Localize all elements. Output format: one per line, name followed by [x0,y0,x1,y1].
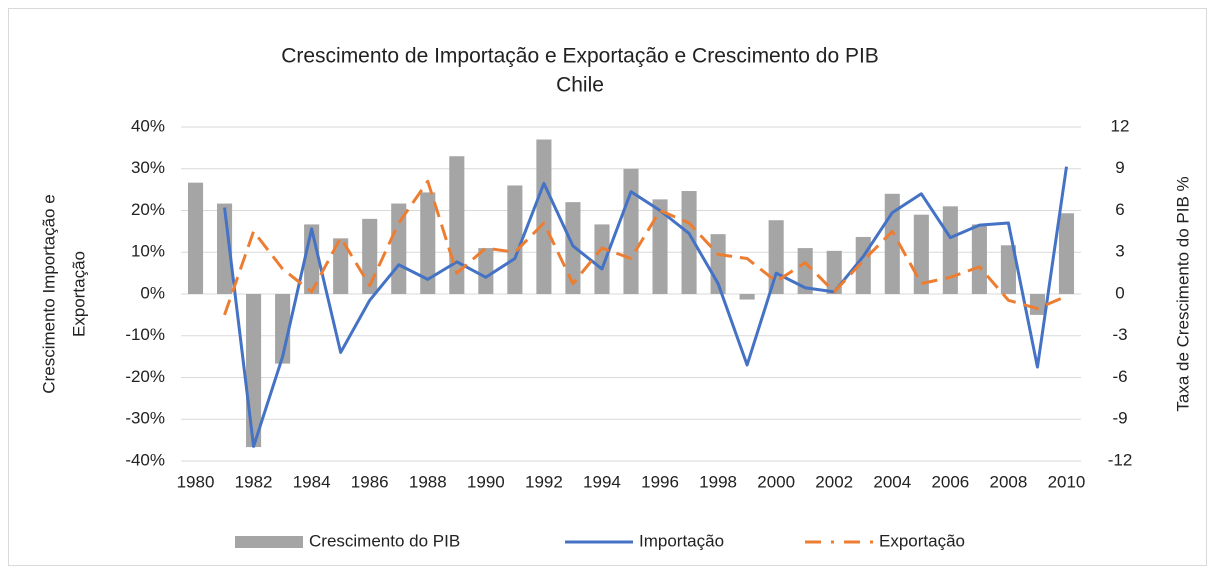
bar [739,294,755,300]
bar [1029,294,1045,315]
line-series [223,179,1068,316]
y-tick-label: -10% [125,325,165,344]
x-tick-label: 2010 [1048,472,1086,491]
bar [681,191,697,294]
x-tick-label: 1988 [409,472,447,491]
bar [246,294,262,448]
chart-title: Crescimento de Importação e Exportação e… [281,45,879,68]
y-tick-label: -30% [125,409,165,428]
legend-swatch [235,536,303,548]
legend-label: Crescimento do PIB [309,531,460,550]
y-axis-label: Exportação [69,251,88,337]
y2-tick-label: 0 [1115,283,1124,302]
y-tick-label: 40% [131,116,165,135]
x-tick-label: 2008 [990,472,1028,491]
x-tick-label: 1980 [177,472,215,491]
y-axis-label: Crescimento Importação e [39,194,58,393]
bar [826,250,842,294]
y2-tick-label: 6 [1115,200,1124,219]
y-tick-label: 20% [131,200,165,219]
bar [187,182,204,294]
x-tick-label: 1998 [699,472,737,491]
x-tick-label: 1990 [467,472,505,491]
chart-subtitle: Chile [556,74,604,97]
x-tick-label: 1994 [583,472,621,491]
y2-tick-label: 9 [1115,158,1124,177]
y-tick-label: -20% [125,367,165,386]
y2-tick-label: -9 [1112,409,1127,428]
bar [768,220,784,294]
y-tick-label: 0% [140,283,165,302]
y2-tick-label: -6 [1112,367,1127,386]
bar [623,168,639,294]
y2-tick-label: 3 [1115,242,1124,261]
bar [971,224,987,294]
bar [942,206,958,294]
line-series [223,166,1068,448]
x-tick-label: 2000 [757,472,795,491]
x-tick-label: 1984 [293,472,331,491]
bar [594,224,610,294]
x-tick-label: 2004 [873,472,911,491]
bar [217,203,233,294]
legend-label: Exportação [879,531,965,550]
x-tick-label: 1986 [351,472,389,491]
y-tick-label: -40% [125,450,165,469]
legend-label: Importação [639,531,724,550]
y-tick-label: 10% [131,242,165,261]
bar [565,202,581,294]
x-tick-label: 2006 [931,472,969,491]
x-tick-label: 1982 [235,472,273,491]
bar [333,238,349,294]
y2-tick-label: 12 [1111,116,1130,135]
bar [478,248,494,294]
bar [420,192,436,294]
y-tick-label: 30% [131,158,165,177]
x-tick-label: 2002 [815,472,853,491]
bar [507,185,523,294]
y2-axis-label: Taxa de Crescimento do PIB % [1173,176,1192,411]
bar [797,248,813,294]
x-tick-label: 1992 [525,472,563,491]
bar [536,139,552,294]
bar [1058,213,1075,294]
y2-tick-label: -3 [1112,325,1127,344]
x-tick-label: 1996 [641,472,679,491]
y2-tick-label: -12 [1108,450,1133,469]
bar [652,199,668,294]
bar [1000,245,1016,294]
